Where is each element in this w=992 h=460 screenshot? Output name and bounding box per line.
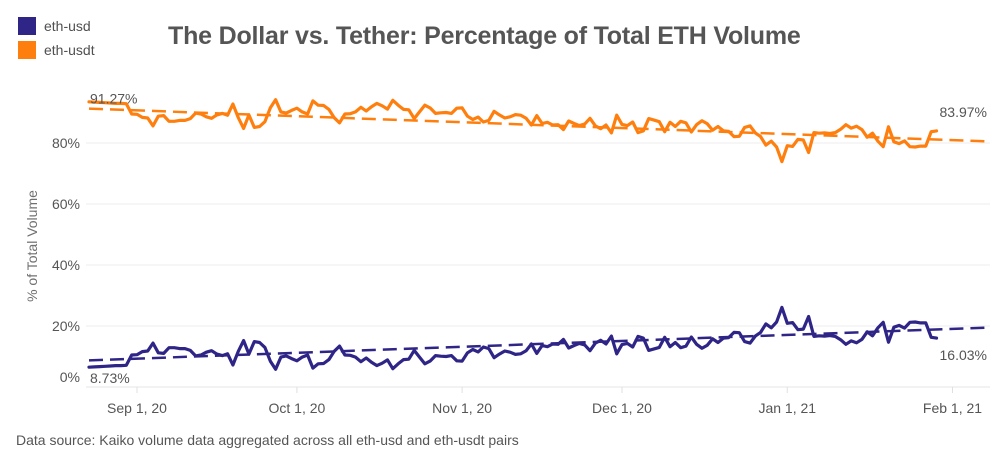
y-tick-label: 80% [52, 135, 80, 151]
x-tick-label: Dec 1, 20 [592, 400, 652, 416]
end-label-eth-usd: 16.03% [940, 347, 987, 363]
trendline-eth-usd [88, 326, 991, 362]
legend-item-eth-usd[interactable]: eth-usd [18, 14, 95, 38]
x-tick-label: Jan 1, 21 [758, 400, 816, 416]
trendline-eth-usdt [88, 107, 991, 143]
trend-start-label-eth-usdt: 91.27% [90, 91, 137, 107]
legend-label-eth-usd: eth-usd [44, 18, 91, 34]
legend: eth-usd eth-usdt [18, 14, 95, 62]
x-tick-label: Sep 1, 20 [107, 400, 167, 416]
data-source-note: Data source: Kaiko volume data aggregate… [16, 432, 519, 448]
x-tick-label: Nov 1, 20 [432, 400, 492, 416]
legend-item-eth-usdt[interactable]: eth-usdt [18, 38, 95, 62]
legend-label-eth-usdt: eth-usdt [44, 42, 95, 58]
y-axis-ticks: 0% 20% 40% 60% 80% [52, 135, 80, 385]
gridlines [86, 142, 990, 388]
trend-start-label-eth-usd: 8.73% [90, 370, 130, 386]
x-axis-ticks: Sep 1, 20 Oct 1, 20 Nov 1, 20 Dec 1, 20 Jan … [107, 387, 982, 416]
end-label-eth-usdt: 83.97% [940, 104, 987, 120]
chart-title: The Dollar vs. Tether: Percentage of Tot… [168, 22, 801, 50]
legend-swatch-eth-usdt [18, 41, 36, 59]
x-tick-label: Oct 1, 20 [268, 400, 325, 416]
series-line-eth-usdt [87, 98, 939, 164]
annotations: 91.27% 8.73% 83.97% 16.03% [90, 91, 987, 386]
y-tick-label: 60% [52, 196, 80, 212]
y-tick-label: 40% [52, 257, 80, 273]
series-lines [87, 98, 991, 371]
y-tick-label: 20% [52, 318, 80, 334]
series-line-eth-usd [87, 305, 939, 371]
y-tick-label: 0% [60, 369, 80, 385]
x-tick-label: Feb 1, 21 [923, 400, 982, 416]
legend-swatch-eth-usd [18, 17, 36, 35]
